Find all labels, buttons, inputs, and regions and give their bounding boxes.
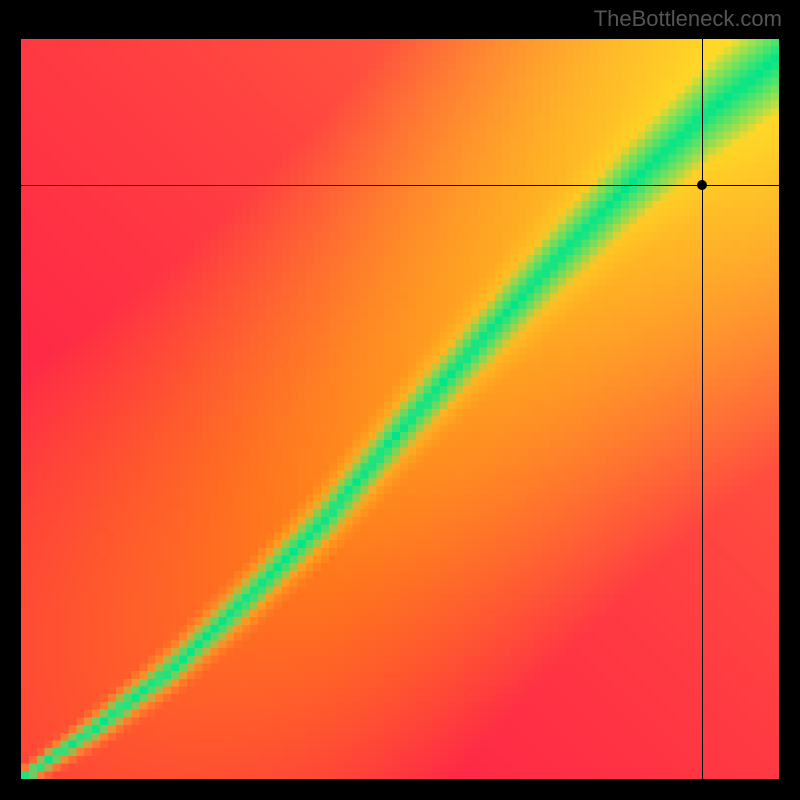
bottleneck-heatmap [21, 39, 779, 779]
watermark-text: TheBottleneck.com [594, 6, 782, 32]
chart-container: TheBottleneck.com [0, 0, 800, 800]
marker-dot [697, 180, 707, 190]
crosshair-horizontal [0, 185, 800, 186]
crosshair-vertical [702, 0, 703, 800]
